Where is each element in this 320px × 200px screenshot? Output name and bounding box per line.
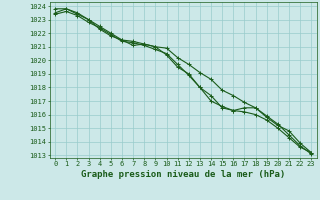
X-axis label: Graphe pression niveau de la mer (hPa): Graphe pression niveau de la mer (hPa) — [81, 170, 285, 179]
